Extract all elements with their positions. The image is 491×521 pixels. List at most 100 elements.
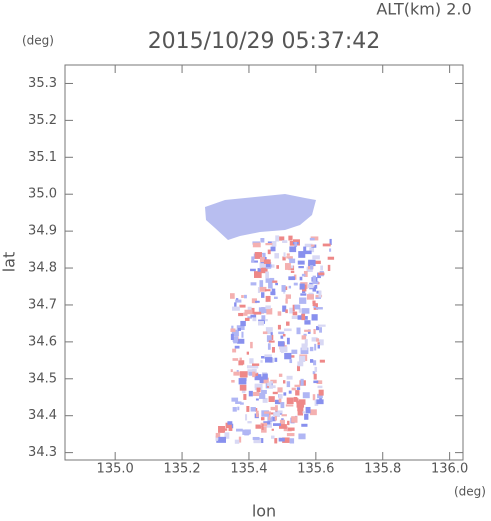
echo-cell — [238, 327, 241, 331]
echo-cell — [275, 235, 280, 242]
y-tick-label: 35.0 — [28, 187, 57, 202]
radar-echo — [205, 194, 335, 444]
echo-cell — [301, 273, 306, 277]
echo-cell — [261, 389, 267, 394]
echo-cell — [288, 390, 292, 394]
echo-cell — [278, 396, 282, 403]
echo-cell — [290, 270, 295, 273]
echo-cell — [251, 298, 257, 304]
echo-cell — [250, 407, 256, 412]
echo-cell — [304, 329, 311, 332]
echo-region — [205, 194, 316, 240]
echo-cell — [239, 402, 244, 405]
echo-cell — [264, 319, 268, 322]
echo-cell — [286, 256, 293, 259]
echo-cell — [234, 345, 240, 349]
echo-cell — [253, 311, 262, 315]
y-tick-label: 34.3 — [28, 445, 57, 460]
echo-cell — [284, 263, 291, 270]
echo-cell — [301, 423, 308, 427]
echo-cell — [271, 241, 277, 247]
echo-cell — [223, 428, 228, 431]
echo-cell — [285, 298, 288, 304]
echo-cell — [228, 427, 233, 431]
echo-cell — [264, 354, 272, 358]
echo-cell — [301, 313, 306, 321]
echo-cell — [278, 331, 285, 335]
echo-cell — [259, 286, 267, 292]
echo-cell — [304, 316, 308, 320]
y-tick-label: 35.3 — [28, 76, 57, 91]
echo-cell — [289, 240, 295, 246]
echo-cell — [267, 382, 272, 387]
echo-cell — [319, 359, 325, 363]
echo-cell — [254, 272, 262, 276]
echo-cell — [234, 302, 237, 310]
echo-cell — [277, 341, 285, 347]
echo-cell — [291, 349, 298, 354]
echo-cell — [236, 428, 243, 432]
echo-cell — [313, 303, 318, 310]
echo-cell — [309, 346, 314, 352]
echo-cell — [289, 258, 296, 264]
echo-cell — [252, 363, 260, 366]
echo-cell — [247, 306, 252, 312]
echo-cell — [248, 390, 253, 397]
echo-cell — [271, 435, 275, 439]
echo-cell — [250, 341, 253, 349]
y-tick-label: 35.1 — [28, 150, 57, 165]
echo-cell — [322, 243, 331, 247]
echo-cell — [289, 359, 293, 364]
echo-cell — [231, 329, 239, 337]
echo-cell — [272, 391, 278, 395]
echo-cell — [282, 333, 286, 337]
echo-cell — [314, 343, 317, 351]
echo-cell — [249, 358, 254, 364]
echo-cell — [285, 294, 292, 299]
echo-cell — [282, 437, 290, 443]
echo-cell — [261, 267, 266, 271]
echo-cell — [303, 270, 308, 277]
echo-cell — [280, 402, 285, 409]
echo-cell — [316, 326, 320, 331]
echo-cell — [285, 309, 288, 314]
echo-cell — [232, 306, 240, 311]
echo-cell — [296, 400, 305, 408]
echo-cell — [317, 393, 323, 399]
echo-cell — [234, 439, 240, 444]
echo-cell — [284, 352, 292, 360]
echo-cell — [267, 241, 276, 244]
echo-cell — [241, 331, 244, 338]
echo-cell — [291, 315, 299, 320]
echo-cell — [282, 240, 288, 243]
echo-cell — [293, 282, 298, 286]
echo-cell — [283, 290, 286, 294]
echo-cell — [314, 366, 318, 373]
y-tick-label: 34.8 — [28, 261, 57, 276]
echo-cell — [278, 437, 285, 442]
echo-cell — [247, 316, 252, 319]
echo-cell — [297, 406, 304, 412]
echo-cell — [316, 399, 324, 405]
echo-cell — [312, 301, 316, 307]
echo-cell — [262, 397, 268, 403]
echo-cell — [257, 287, 261, 293]
x-tick-label: 135.4 — [230, 462, 267, 477]
echo-cell — [238, 360, 244, 366]
echo-cell — [315, 296, 321, 299]
echo-cell — [259, 257, 265, 263]
echo-cell — [272, 423, 281, 426]
echo-cell — [278, 373, 283, 377]
echo-cell — [317, 344, 320, 349]
echo-cell — [316, 338, 320, 342]
echo-cell — [279, 419, 285, 426]
echo-cell — [261, 307, 270, 314]
echo-cell — [244, 429, 251, 435]
echo-cell — [310, 244, 315, 247]
echo-cell — [305, 406, 311, 414]
echo-cell — [231, 397, 239, 402]
echo-cell — [254, 383, 263, 389]
echo-cell — [231, 379, 235, 383]
echo-cell — [250, 314, 257, 318]
